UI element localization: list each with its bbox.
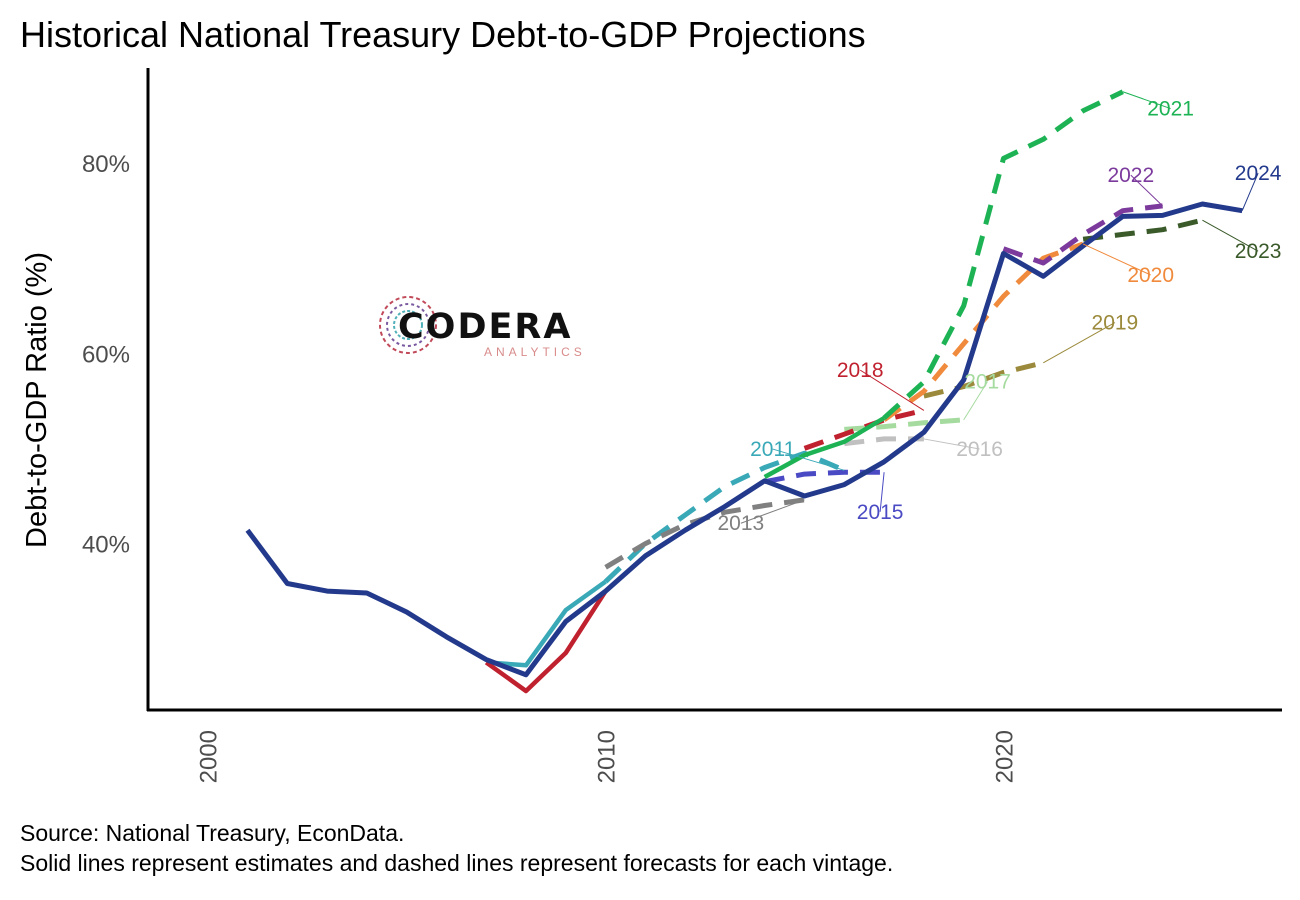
label-leader-2023	[1202, 219, 1259, 252]
series-2024	[245, 201, 1243, 678]
forecast-line-2016	[844, 436, 924, 447]
estimate-line-2018	[484, 589, 608, 694]
estimate-line-2011	[486, 579, 607, 668]
series-2019	[923, 360, 1044, 399]
series-label-2024: 2024	[1235, 162, 1282, 185]
label-leader-2019	[1043, 322, 1116, 364]
series-layer	[245, 89, 1243, 694]
caption-note: Solid lines represent estimates and dash…	[20, 850, 894, 876]
label-leader-2015	[879, 472, 885, 512]
label-leader-2024	[1241, 173, 1259, 211]
estimate-line-2024	[245, 201, 1243, 678]
label-leader-2022	[1130, 174, 1163, 207]
series-2013	[604, 497, 805, 570]
series-label-2021: 2021	[1147, 98, 1194, 121]
label-leader-2021	[1122, 91, 1171, 110]
series-2021	[763, 89, 1124, 479]
y-axis-label: Debt-to-GDP Ratio (%)	[21, 252, 53, 548]
logo-tagline: ANALYTICS	[484, 345, 586, 359]
forecast-line-2019	[923, 360, 1044, 399]
series-label-2022: 2022	[1107, 164, 1154, 187]
y-tick-label: 60%	[82, 341, 130, 368]
chart-title: Historical National Treasury Debt-to-GDP…	[20, 14, 866, 55]
label-leader-2013	[740, 499, 805, 524]
series-2011	[486, 450, 846, 668]
forecast-line-2017	[844, 417, 964, 432]
label-leader-2017	[963, 381, 988, 421]
codera-logo: CODERA ANALYTICS	[379, 296, 586, 359]
estimate-line-2021	[763, 416, 886, 479]
logo-arc-icon	[379, 296, 437, 354]
y-tick-label: 80%	[82, 151, 130, 178]
label-leader-2011	[772, 448, 845, 471]
label-leader-2018	[859, 369, 925, 411]
x-tick-label: 2000	[196, 730, 223, 783]
series-labels: 2011 2013 2015 2016 2017 2018 2019 2020 2021 2022…	[718, 91, 1282, 535]
y-tick-label: 40%	[82, 532, 130, 559]
forecast-line-2013	[604, 497, 805, 570]
series-label-2023: 2023	[1235, 240, 1282, 263]
label-leader-2020	[1082, 243, 1151, 276]
x-tick-label: 2010	[594, 730, 621, 783]
axes	[146, 68, 1282, 712]
series-2017	[844, 417, 964, 432]
y-tick-labels: 40% 60% 80%	[82, 151, 130, 558]
series-label-2011: 2011	[750, 438, 795, 461]
logo-name: CODERA	[398, 307, 572, 347]
forecast-line-2018	[803, 407, 925, 451]
series-2023	[1082, 217, 1203, 242]
series-label-2018: 2018	[837, 359, 884, 382]
series-label-2013: 2013	[718, 512, 765, 535]
forecast-line-2023	[1082, 217, 1203, 242]
series-label-2020: 2020	[1127, 264, 1174, 287]
series-label-2017: 2017	[964, 371, 1011, 394]
series-label-2019: 2019	[1092, 312, 1139, 335]
forecast-line-2021	[882, 89, 1124, 420]
series-label-2015: 2015	[857, 501, 904, 524]
series-2018	[484, 407, 925, 694]
label-leader-2016	[923, 438, 980, 450]
caption: Source: National Treasury, EconData. Sol…	[20, 818, 893, 878]
series-label-2016: 2016	[956, 438, 1003, 461]
caption-source: Source: National Treasury, EconData.	[20, 820, 405, 846]
x-tick-label: 2020	[991, 730, 1018, 783]
x-tick-labels: 2000 2010 2020	[196, 730, 1019, 783]
series-2016	[844, 436, 924, 447]
